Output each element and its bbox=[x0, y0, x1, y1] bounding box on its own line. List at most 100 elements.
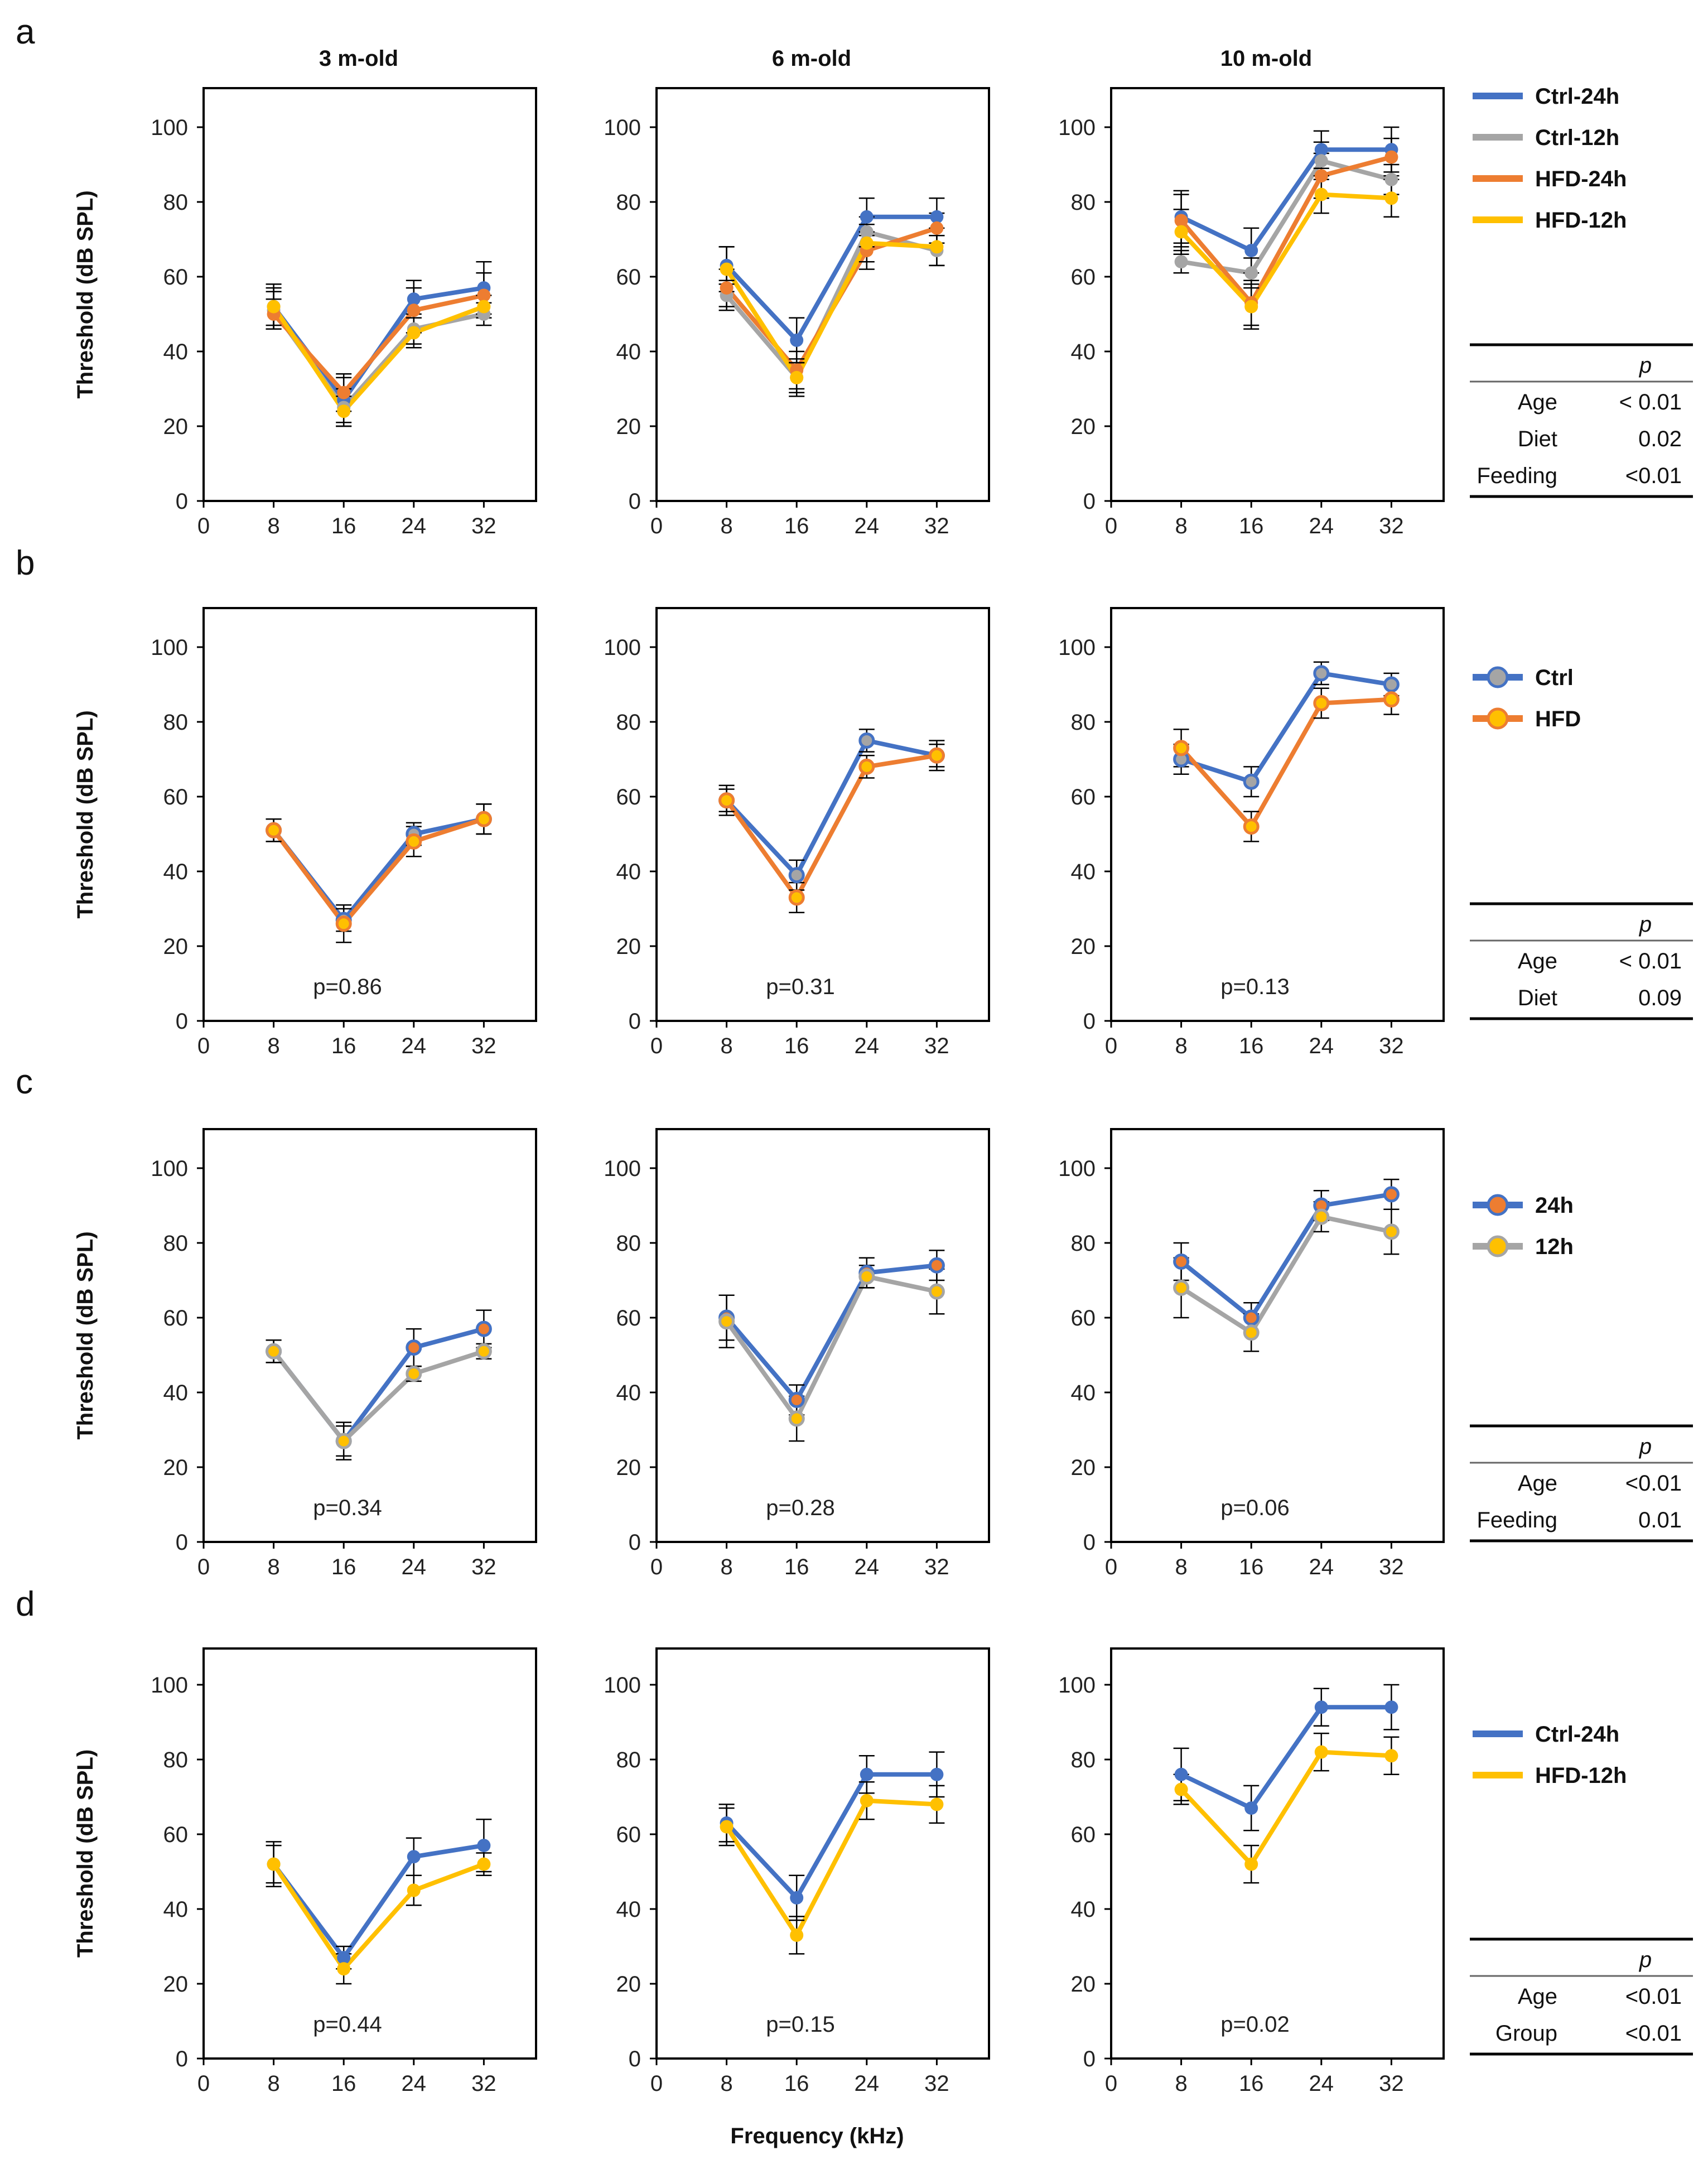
data-point-ctrl-24h bbox=[790, 333, 804, 347]
series-line-24h bbox=[272, 1327, 485, 1444]
data-point-hfd-12h bbox=[720, 262, 734, 276]
x-tick-label: 16 bbox=[784, 514, 809, 538]
y-tick-label: 60 bbox=[163, 1306, 189, 1331]
y-tick-label: 0 bbox=[629, 1530, 641, 1555]
y-axis-title: Threshold (dB SPL) bbox=[73, 1231, 98, 1439]
y-tick-label: 80 bbox=[1071, 1748, 1096, 1772]
data-point-hfd-24h bbox=[720, 281, 734, 295]
y-tick-label: 0 bbox=[629, 2047, 641, 2071]
data-point-12h bbox=[718, 1313, 735, 1330]
table-header: p bbox=[1639, 1948, 1652, 1972]
data-point-12h bbox=[1243, 1324, 1260, 1341]
y-tick-label: 0 bbox=[176, 1009, 188, 1034]
x-tick-label: 32 bbox=[924, 514, 949, 538]
series-line-hfd bbox=[725, 753, 938, 900]
series-line-12h bbox=[725, 1274, 938, 1421]
column-title: 6 m-old bbox=[772, 46, 851, 71]
y-tick-label: 20 bbox=[1071, 414, 1096, 439]
table-p-value: < 0.01 bbox=[1619, 390, 1682, 414]
table-header: p bbox=[1639, 353, 1652, 378]
legend-label: HFD-24h bbox=[1535, 167, 1627, 191]
y-tick-label: 80 bbox=[616, 1748, 641, 1772]
chart-c-3: 0 20 40 60 80 100 0 8 16 24 32 p=0.06 bbox=[1058, 1128, 1445, 1579]
y-tick-label: 80 bbox=[616, 710, 641, 735]
legend-c: 24h 12h bbox=[1473, 1193, 1574, 1259]
y-tick-label: 20 bbox=[163, 934, 189, 959]
x-tick-label: 16 bbox=[1239, 2071, 1264, 2096]
x-tick-label: 32 bbox=[471, 2071, 496, 2096]
x-tick-label: 32 bbox=[471, 1034, 496, 1058]
y-tick-label: 40 bbox=[1071, 860, 1096, 884]
data-point-hfd-12h bbox=[267, 1857, 281, 1871]
x-tick-label: 8 bbox=[720, 2071, 732, 2096]
x-tick-label: 24 bbox=[402, 514, 427, 538]
y-tick-label: 60 bbox=[163, 265, 189, 290]
data-point-ctrl bbox=[1313, 665, 1330, 682]
p-value-annotation: p=0.28 bbox=[766, 1496, 834, 1520]
chart-c-1: 0 20 40 60 80 100 0 8 16 24 32 p=0.34 bbox=[151, 1128, 537, 1579]
y-tick-label: 40 bbox=[616, 860, 641, 884]
plot-frame bbox=[655, 1647, 990, 2060]
plot-frame bbox=[655, 1128, 990, 1543]
chart-a-1: 0 20 40 60 80 100 0 8 16 24 32 bbox=[151, 87, 537, 538]
data-point-hfd-12h bbox=[337, 1962, 351, 1976]
legend-marker bbox=[1487, 666, 1509, 688]
plot-frame bbox=[1110, 607, 1445, 1022]
panel-letter: a bbox=[16, 13, 35, 51]
legend-marker bbox=[1487, 1194, 1509, 1216]
series-line-ctrl bbox=[725, 738, 938, 878]
x-tick-label: 0 bbox=[1105, 1555, 1117, 1579]
data-point-hfd-12h bbox=[720, 1820, 734, 1834]
table-factor: Age bbox=[1518, 1984, 1557, 2009]
y-tick-label: 80 bbox=[163, 190, 189, 215]
y-tick-label: 0 bbox=[1083, 1009, 1096, 1034]
x-tick-label: 24 bbox=[855, 1034, 880, 1058]
data-point-hfd bbox=[475, 811, 492, 827]
chart-a-2: 0 20 40 60 80 100 0 8 16 24 32 bbox=[604, 87, 990, 538]
y-tick-label: 20 bbox=[163, 414, 189, 439]
legend-label: 12h bbox=[1535, 1235, 1574, 1259]
p-value-annotation: p=0.34 bbox=[313, 1496, 382, 1520]
data-point-hfd-12h bbox=[477, 1857, 491, 1871]
legend-d: Ctrl-24h HFD-12h bbox=[1473, 1722, 1627, 1788]
series-line-hfd-12h bbox=[272, 304, 485, 414]
data-point-hfd-12h bbox=[1384, 1749, 1398, 1763]
y-tick-label: 0 bbox=[629, 489, 641, 514]
y-tick-label: 20 bbox=[1071, 1455, 1096, 1480]
data-point-hfd-12h bbox=[860, 1794, 874, 1807]
series-line-12h bbox=[1180, 1214, 1392, 1335]
y-tick-label: 20 bbox=[1071, 934, 1096, 959]
y-tick-label: 0 bbox=[176, 489, 188, 514]
plot-frame bbox=[1110, 1128, 1445, 1543]
legend-label: Ctrl-12h bbox=[1535, 126, 1619, 150]
y-tick-label: 100 bbox=[151, 115, 188, 140]
x-tick-label: 8 bbox=[267, 1034, 279, 1058]
data-point-ctrl bbox=[1243, 773, 1260, 790]
y-tick-label: 0 bbox=[1083, 489, 1096, 514]
data-point-ctrl-12h bbox=[1314, 154, 1328, 168]
x-tick-label: 24 bbox=[855, 1555, 880, 1579]
y-tick-label: 40 bbox=[1071, 340, 1096, 364]
y-tick-label: 100 bbox=[151, 1156, 188, 1181]
legend-marker bbox=[1487, 1235, 1509, 1257]
y-tick-label: 20 bbox=[163, 1455, 189, 1480]
y-tick-label: 40 bbox=[163, 340, 189, 364]
y-tick-label: 60 bbox=[616, 785, 641, 809]
x-tick-label: 16 bbox=[1239, 1555, 1264, 1579]
table-factor: Diet bbox=[1518, 986, 1557, 1010]
data-point-hfd-12h bbox=[930, 240, 944, 254]
table-factor: Feeding bbox=[1477, 464, 1557, 488]
y-tick-label: 80 bbox=[163, 710, 189, 735]
data-point-hfd bbox=[1313, 695, 1330, 711]
data-point-hfd bbox=[335, 915, 352, 932]
y-axis-title: Threshold (dB SPL) bbox=[73, 190, 98, 398]
series-line-hfd-12h bbox=[1179, 1749, 1392, 1867]
x-tick-label: 8 bbox=[267, 2071, 279, 2096]
series-line-ctrl-24h bbox=[1180, 147, 1392, 253]
y-tick-label: 20 bbox=[616, 934, 641, 959]
legend-label: HFD-12h bbox=[1535, 208, 1627, 233]
y-tick-label: 0 bbox=[629, 1009, 641, 1034]
x-tick-label: 0 bbox=[650, 2071, 663, 2096]
y-tick-label: 20 bbox=[163, 1972, 189, 1997]
series-line-hfd bbox=[272, 817, 485, 926]
